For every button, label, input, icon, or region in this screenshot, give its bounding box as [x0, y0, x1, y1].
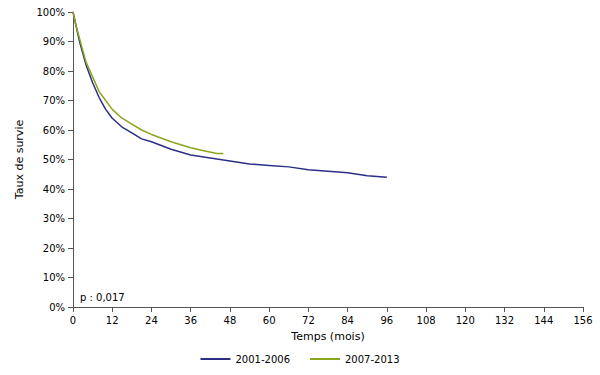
svg-text:80%: 80%: [43, 66, 65, 77]
svg-text:100%: 100%: [36, 7, 65, 18]
svg-text:p : 0,017: p : 0,017: [80, 292, 125, 303]
svg-text:144: 144: [534, 315, 553, 326]
svg-text:48: 48: [224, 315, 237, 326]
svg-text:90%: 90%: [43, 36, 65, 47]
svg-text:156: 156: [573, 315, 592, 326]
svg-text:0: 0: [70, 315, 76, 326]
svg-text:108: 108: [417, 315, 436, 326]
svg-text:72: 72: [302, 315, 315, 326]
svg-text:50%: 50%: [43, 154, 65, 165]
svg-text:132: 132: [495, 315, 514, 326]
svg-text:0%: 0%: [49, 302, 65, 313]
svg-text:2007-2013: 2007-2013: [345, 354, 400, 365]
svg-text:60: 60: [263, 315, 276, 326]
svg-text:24: 24: [145, 315, 158, 326]
svg-text:60%: 60%: [43, 125, 65, 136]
svg-text:96: 96: [380, 315, 393, 326]
svg-text:12: 12: [106, 315, 119, 326]
svg-text:120: 120: [456, 315, 475, 326]
svg-text:84: 84: [341, 315, 354, 326]
svg-text:40%: 40%: [43, 184, 65, 195]
svg-text:20%: 20%: [43, 243, 65, 254]
svg-text:30%: 30%: [43, 213, 65, 224]
svg-text:70%: 70%: [43, 95, 65, 106]
svg-text:Taux de survie: Taux de survie: [13, 120, 26, 201]
svg-text:10%: 10%: [43, 272, 65, 283]
svg-text:Temps (mois): Temps (mois): [290, 330, 364, 343]
svg-text:2001-2006: 2001-2006: [235, 354, 290, 365]
svg-text:36: 36: [184, 315, 197, 326]
